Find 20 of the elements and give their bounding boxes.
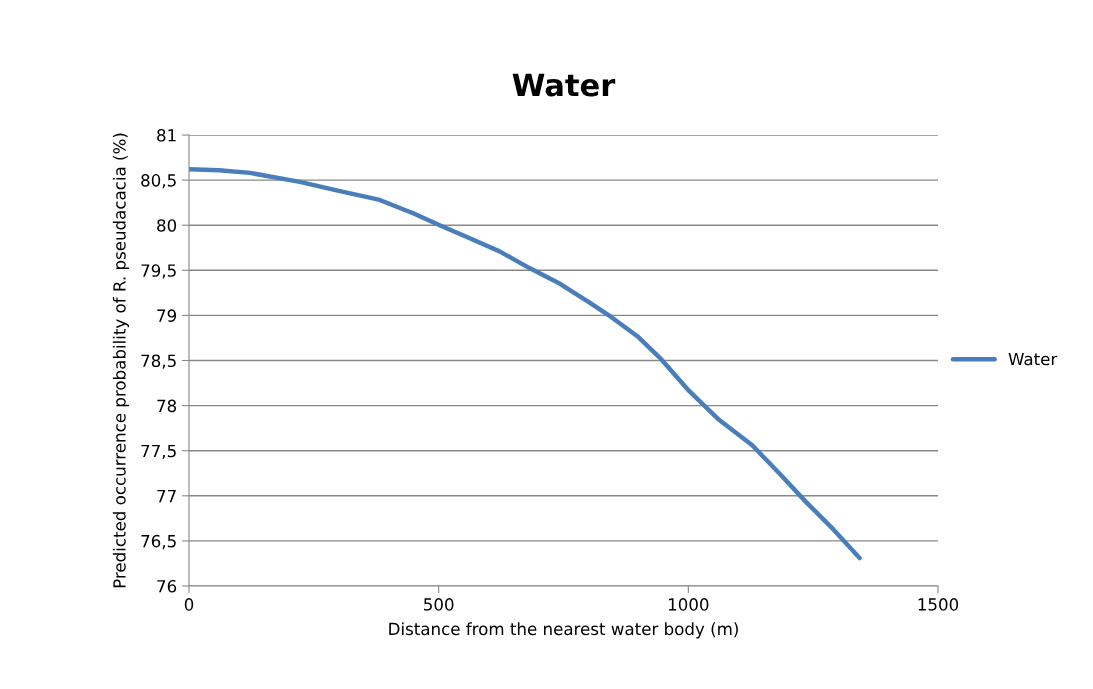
y-tick-label: 81 bbox=[157, 128, 176, 142]
y-tick-label: 80 bbox=[157, 219, 177, 232]
x-tick-label: 1500 bbox=[918, 598, 959, 611]
y-tick-label: 79,5 bbox=[141, 264, 176, 279]
x-tick-label: 0 bbox=[184, 598, 194, 611]
y-tick-label: 80,5 bbox=[141, 174, 176, 189]
x-tick-label: 1000 bbox=[668, 598, 709, 611]
y-tick-label: 78,5 bbox=[141, 354, 176, 369]
y-tick-label: 79 bbox=[157, 309, 177, 322]
y-tick-label: 78 bbox=[157, 399, 177, 413]
line-series bbox=[189, 167, 862, 561]
y-tick-label: 76 bbox=[157, 579, 177, 593]
legend-label: Water bbox=[1008, 352, 1058, 366]
y-tick-label: 77,5 bbox=[141, 444, 176, 459]
chart-title: Water bbox=[512, 73, 616, 97]
y-axis-title: Predicted occurrence probability of R. pseudacacia (%) bbox=[112, 133, 129, 588]
x-tick-label: 500 bbox=[424, 598, 454, 611]
y-tick-label: 77 bbox=[157, 489, 176, 503]
x-axis-title: Distance from the nearest water body (m) bbox=[389, 622, 738, 639]
y-tick-label: 76,5 bbox=[141, 534, 176, 550]
